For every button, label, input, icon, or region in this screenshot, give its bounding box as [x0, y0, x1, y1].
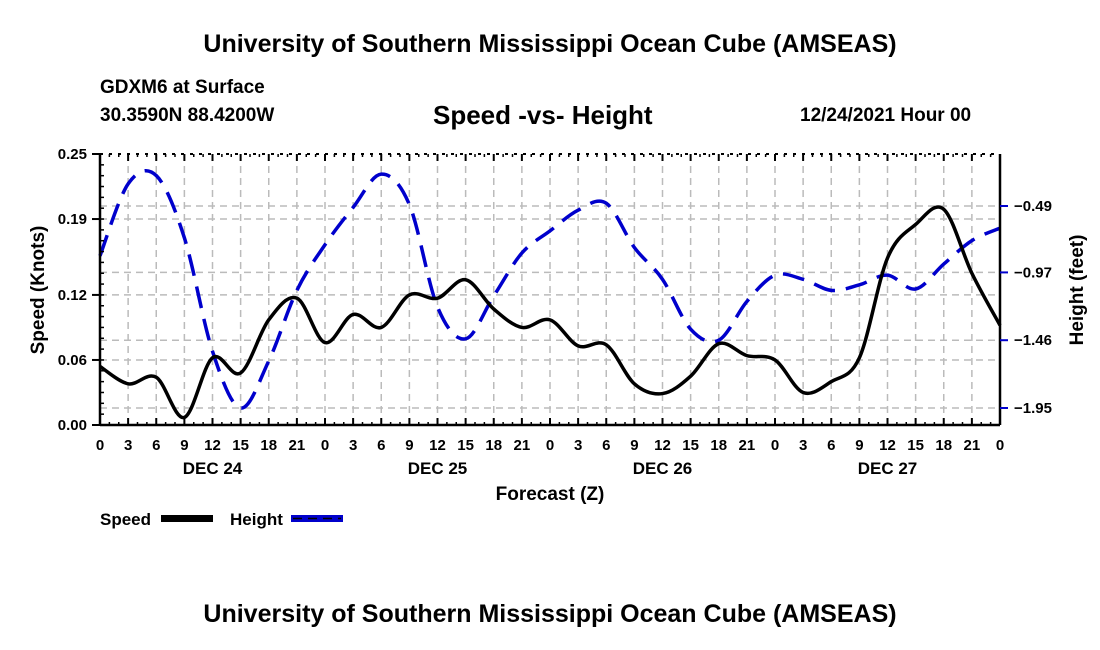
x-tick-label: 18 — [935, 437, 952, 454]
date-label: DEC 25 — [408, 459, 468, 478]
series-group — [98, 168, 1002, 420]
page-title: University of Southern Mississippi Ocean… — [203, 30, 897, 58]
x-tick-label: 18 — [260, 437, 277, 454]
y-tick-label: 0.12 — [58, 287, 87, 304]
x-tick-label: 3 — [124, 437, 132, 454]
x-tick-label: 0 — [321, 437, 329, 454]
series-line-speed — [99, 205, 1002, 420]
coordinates-label: 30.3590N 88.4200W — [100, 105, 275, 126]
legend: Speed Height — [100, 510, 343, 529]
x-tick-label: 6 — [377, 437, 385, 454]
x-tick-label: 12 — [429, 437, 446, 454]
x-tick-label: 21 — [289, 437, 306, 454]
x-tick-label: 0 — [771, 437, 779, 454]
legend-label-speed: Speed — [100, 510, 151, 529]
x-tick-label: 9 — [855, 437, 863, 454]
x-tick-label: 0 — [96, 437, 104, 454]
y2-tick-label: −0.97 — [1014, 264, 1052, 281]
x-tick-label: 21 — [514, 437, 531, 454]
chart-title: Speed -vs- Height — [433, 100, 653, 130]
x-tick-label: 18 — [485, 437, 502, 454]
date-label: DEC 26 — [633, 459, 693, 478]
y2-tick-label: −0.49 — [1014, 198, 1052, 215]
footer-title: University of Southern Mississippi Ocean… — [203, 600, 897, 628]
y2-tick-label: −1.95 — [1014, 400, 1052, 417]
x-axis-label: Forecast (Z) — [496, 484, 605, 505]
y-axis-label: Speed (Knots) — [28, 226, 49, 355]
x-tick-label: 0 — [546, 437, 554, 454]
station-label: GDXM6 at Surface — [100, 77, 265, 98]
x-tick-label: 15 — [907, 437, 924, 454]
y-tick-label: 0.06 — [58, 352, 87, 369]
forecast-datetime: 12/24/2021 Hour 00 — [800, 105, 972, 126]
x-tick-label: 6 — [152, 437, 160, 454]
x-tick-label: 3 — [349, 437, 357, 454]
x-tick-label: 12 — [654, 437, 671, 454]
legend-label-height: Height — [230, 510, 283, 529]
x-tick-label: 12 — [204, 437, 221, 454]
x-tick-label: 9 — [180, 437, 188, 454]
x-tick-label: 0 — [996, 437, 1004, 454]
axis-labels: Forecast (Z) Speed (Knots) Height (feet) — [28, 226, 1088, 505]
y2-tick-label: −1.46 — [1014, 332, 1052, 349]
axes: 0 3 6 9 12 15 18 21 0 3 6 9 12 15 18 21 0 3 6 9 12 15 18 21 0 3 6 9… — [58, 146, 1052, 478]
x-tick-label: 9 — [630, 437, 638, 454]
x-tick-label: 6 — [602, 437, 610, 454]
x-tick-label: 15 — [682, 437, 699, 454]
x-tick-label: 9 — [405, 437, 413, 454]
x-tick-label: 3 — [574, 437, 582, 454]
date-label: DEC 27 — [858, 459, 918, 478]
x-tick-label: 21 — [964, 437, 981, 454]
date-label: DEC 24 — [183, 459, 243, 478]
x-tick-label: 12 — [879, 437, 896, 454]
x-tick-label: 3 — [799, 437, 807, 454]
x-tick-label: 18 — [710, 437, 727, 454]
grid — [100, 154, 1000, 425]
x-tick-label: 15 — [232, 437, 249, 454]
y-tick-label: 0.25 — [58, 146, 87, 163]
x-tick-label: 15 — [457, 437, 474, 454]
y-tick-label: 0.00 — [58, 417, 87, 434]
legend-swatch-speed — [161, 515, 213, 522]
x-tick-label: 21 — [739, 437, 756, 454]
y2-axis-label: Height (feet) — [1067, 235, 1088, 346]
y-tick-label: 0.19 — [58, 211, 87, 228]
x-tick-label: 6 — [827, 437, 835, 454]
